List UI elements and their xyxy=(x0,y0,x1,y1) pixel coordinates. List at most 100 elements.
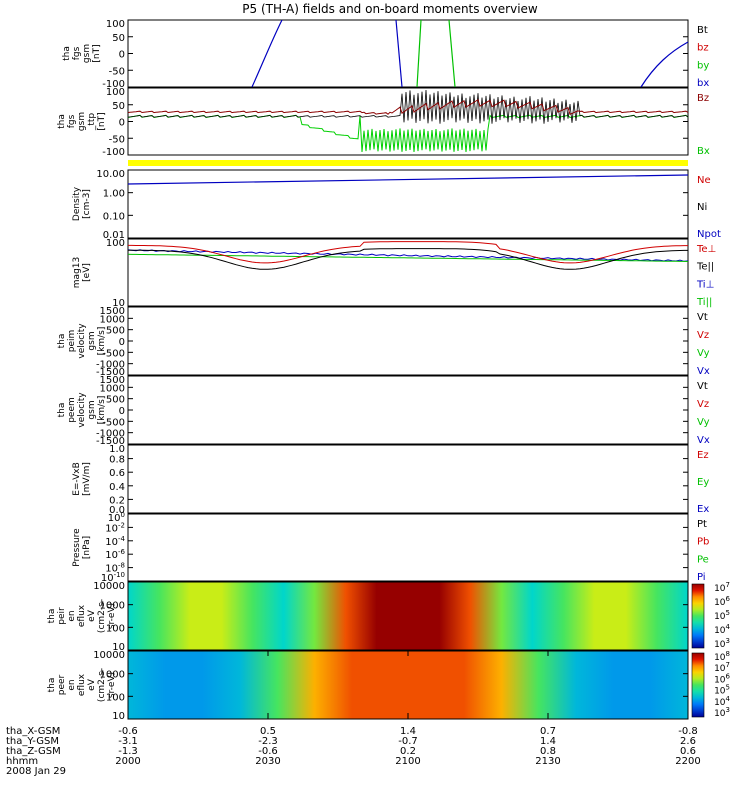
panel-2-traces xyxy=(127,89,689,166)
colorbar-tick-label: 106 xyxy=(714,672,730,685)
y-tick-label: 10-4 xyxy=(105,535,125,548)
colorbar-tick-label: 104 xyxy=(714,695,730,708)
y-label-line: eV xyxy=(87,609,97,622)
y-axis-label: tha peim velocity gsm [km/s] xyxy=(57,323,107,359)
y-label-line: eflux xyxy=(77,604,87,627)
y-tick-label: 100 xyxy=(106,623,125,634)
y-label-line: peer xyxy=(57,674,67,695)
y-axis-label: Density [cm-3] xyxy=(72,186,92,221)
y-tick-label: 1000 xyxy=(100,670,125,681)
x-row-value: -2.3 xyxy=(258,736,278,747)
y-axis-label: E=-VxB [mV/m] xyxy=(72,462,92,496)
y-tick-label: 0.4 xyxy=(109,482,125,493)
x-row-value: 2200 xyxy=(675,756,700,767)
legend-entry: Ey xyxy=(697,477,709,488)
y-label-line: Density xyxy=(72,186,82,221)
y-tick-label: 1000 xyxy=(100,383,125,394)
bt-trace xyxy=(127,89,689,124)
x-row-value: -0.8 xyxy=(678,726,698,737)
legend-entry: Bx xyxy=(697,146,710,157)
colorbar-tick-label: 107 xyxy=(714,661,730,674)
legend-entry: bz xyxy=(697,43,709,54)
x-row-value: 0.8 xyxy=(540,746,556,757)
x-row-label: hhmm xyxy=(6,756,38,767)
legend-entry: Ex xyxy=(697,504,709,515)
colorbar-tick-label: 103 xyxy=(714,706,730,719)
y-tick-label: 1.0 xyxy=(109,444,125,455)
legend-entry: Te|| xyxy=(696,262,714,273)
bz-trace xyxy=(127,99,689,115)
panel-frame xyxy=(127,19,689,88)
y-label-line: [km/s] xyxy=(97,327,107,356)
y-label-line: sr-eV) xyxy=(107,672,117,698)
y-tick-label: -500 xyxy=(102,348,125,359)
y-tick-label: 0.8 xyxy=(109,455,125,466)
y-label-line: tha xyxy=(62,46,72,61)
ti-par-trace xyxy=(127,253,689,262)
panel-frame xyxy=(127,238,689,307)
x-row-value: 2100 xyxy=(395,756,420,767)
y-tick-label: 10000 xyxy=(93,581,125,592)
y-tick-label: 0 xyxy=(119,50,125,61)
y-axis-label: tha peem velocity gsm [km/s] xyxy=(57,392,107,428)
y-axis-label: tha fgs gsm [nT] xyxy=(62,44,102,63)
colorbar-tick-label: 105 xyxy=(714,609,730,622)
y-axis-label: tha peir en eflux eV (cm2-s-sr-eV) xyxy=(47,599,117,633)
x-row-label: tha_Z-GSM xyxy=(6,746,61,757)
y-tick-label: 0.01 xyxy=(103,230,125,241)
legend-entry: Vy xyxy=(697,417,710,428)
y-label-line: (cm2-s- xyxy=(97,599,107,633)
panel-frame xyxy=(127,169,689,239)
panel-1-traces xyxy=(251,19,689,88)
colorbar-tick-label: 108 xyxy=(714,650,730,663)
legend-entry: Pb xyxy=(697,537,709,548)
y-label-line: velocity xyxy=(77,323,87,359)
x-row-value: 2130 xyxy=(535,756,560,767)
y-label-line: fgs xyxy=(72,46,82,60)
npot-trace xyxy=(127,174,689,185)
colorbar-tick-label: 106 xyxy=(714,595,730,608)
legend-entry: Ne xyxy=(697,175,711,186)
y-label-line: gsm xyxy=(82,44,92,63)
y-label-line: [nT] xyxy=(92,44,102,62)
y-label-line: tha xyxy=(57,403,67,418)
bx-trace xyxy=(640,41,689,88)
colorbar xyxy=(691,583,705,649)
y-tick-label: 10.00 xyxy=(96,169,125,180)
y-tick-label: -500 xyxy=(102,417,125,428)
by-trace xyxy=(448,19,456,88)
y-tick-label: 100 xyxy=(106,692,125,703)
y-label-line: tha xyxy=(57,114,67,129)
panel-2: 100 50 0 -50 -100 tha fgs gsm _ttp [nT] Bz Bx xyxy=(57,87,710,158)
bx-trace xyxy=(251,19,283,88)
y-label-line: E=-VxB xyxy=(72,462,82,496)
plot-title: P5 (TH-A) fields and on-board moments ov… xyxy=(242,2,538,16)
y-label-line: [km/s] xyxy=(97,396,107,425)
y-label-line: eflux xyxy=(77,673,87,696)
y-tick-label: 100 xyxy=(106,238,125,249)
y-tick-label: 0.2 xyxy=(109,495,125,506)
x-row-value: 2.6 xyxy=(680,736,696,747)
panel-3: 10.00 1.00 0.10 0.01 Density [cm-3] Ne Ni Npot xyxy=(72,169,721,241)
y-tick-label: 100 xyxy=(106,19,125,30)
x-row-value: 1.4 xyxy=(400,726,416,737)
by-trace xyxy=(416,19,422,88)
panel-frame xyxy=(127,513,689,582)
x-row-value: -0.6 xyxy=(118,726,138,737)
y-tick-label: 100 xyxy=(108,511,125,524)
legend-entry: Bt xyxy=(697,25,708,36)
y-label-line: velocity xyxy=(77,392,87,428)
y-label-line: [nPa] xyxy=(82,536,92,559)
y-label-line: tha xyxy=(57,334,67,349)
y-axis-label: tha fgs gsm _ttp [nT] xyxy=(57,112,107,131)
legend-entry: Pt xyxy=(697,519,707,530)
x-row-value: -0.6 xyxy=(258,746,278,757)
legend-entry: by xyxy=(697,60,709,71)
bx-trace xyxy=(395,19,403,88)
y-label-line: _ttp xyxy=(87,113,97,132)
